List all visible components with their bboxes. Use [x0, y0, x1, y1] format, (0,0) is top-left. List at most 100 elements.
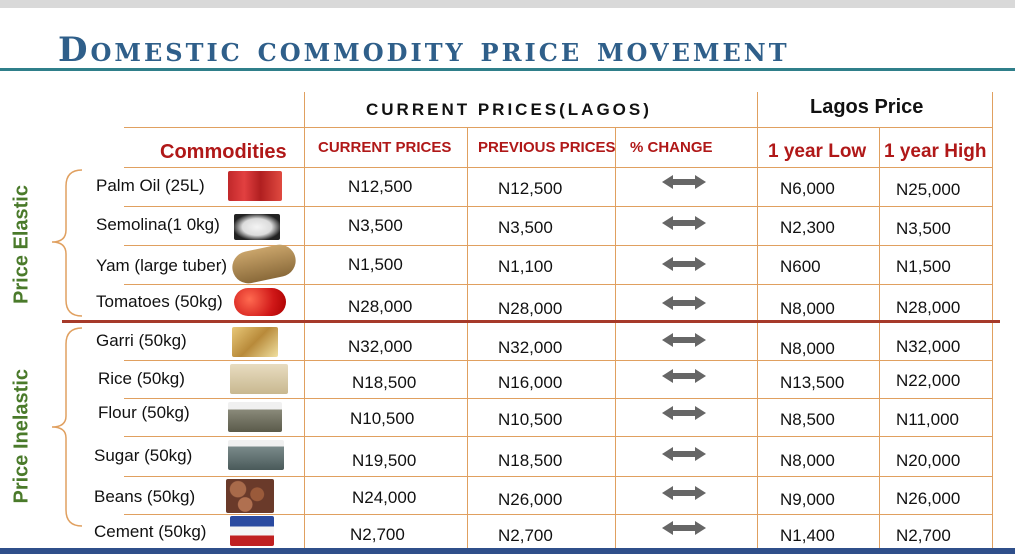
flour-bag-image: [228, 402, 282, 432]
garri-image: [232, 327, 278, 357]
grid-line: [467, 128, 468, 548]
grid-line: [124, 360, 992, 361]
double-arrow-icon: [662, 333, 706, 347]
double-arrow-icon: [662, 296, 706, 310]
year-low-price: N9,000: [780, 490, 835, 509]
year-low-price: N1,400: [780, 526, 835, 545]
previous-price: N10,500: [498, 410, 563, 429]
previous-price: N16,000: [498, 373, 563, 392]
bottom-bar: [0, 548, 1015, 554]
commodity-name: Palm Oil (25L): [96, 176, 205, 195]
previous-price: N1,100: [498, 257, 553, 276]
cement-bag-image: [230, 516, 274, 546]
double-arrow-icon: [662, 521, 706, 535]
current-price: N18,500: [352, 373, 417, 392]
year-high-price: N32,000: [896, 337, 961, 356]
commodity-name: Rice (50kg): [98, 369, 185, 388]
current-price: N12,500: [348, 177, 413, 196]
current-price: N10,500: [350, 409, 415, 428]
year-low-price: N8,000: [780, 339, 835, 358]
double-arrow-icon: [662, 447, 706, 461]
year-high-price: N11,000: [896, 410, 960, 429]
year-high-price: N28,000: [896, 298, 961, 317]
commodity-name: Cement (50kg): [94, 522, 207, 541]
header-pct-change: % CHANGE: [630, 139, 713, 156]
grid-line: [124, 514, 992, 515]
grid-line: [124, 284, 992, 285]
group-label-inelastic: Price Inelastic: [10, 368, 33, 504]
previous-price: N3,500: [498, 218, 553, 237]
previous-price: N18,500: [498, 451, 563, 470]
year-high-price: N3,500: [896, 219, 951, 238]
grid-line: [615, 128, 616, 548]
commodity-name: Yam (large tuber): [96, 256, 228, 275]
group-header-lagos-price: Lagos Price: [810, 96, 924, 118]
current-price: N19,500: [352, 451, 417, 470]
year-high-price: N26,000: [896, 489, 961, 508]
previous-price: N2,700: [498, 526, 553, 545]
grid-line: [124, 127, 992, 128]
year-high-price: N2,700: [896, 526, 951, 545]
year-low-price: N6,000: [780, 179, 835, 198]
beans-image: [226, 479, 274, 513]
elastic-inelastic-divider: [62, 320, 1000, 323]
grid-line: [124, 398, 992, 399]
header-previous-prices: PREVIOUS PRICES: [478, 139, 616, 156]
title-rule: [0, 68, 1015, 71]
group-header-current-prices: CURRENT PRICES(LAGOS): [366, 100, 652, 119]
grid-line: [124, 206, 992, 207]
page-title: Domestic commodity price movement: [58, 30, 790, 70]
current-price: N28,000: [348, 297, 413, 316]
double-arrow-icon: [662, 175, 706, 189]
previous-price: N32,000: [498, 338, 563, 357]
grid-line: [124, 436, 992, 437]
year-high-price: N1,500: [896, 257, 951, 276]
year-low-price: N8,000: [780, 451, 835, 470]
rice-bag-image: [230, 364, 288, 394]
double-arrow-icon: [662, 369, 706, 383]
palm-oil-image: [228, 171, 282, 201]
double-arrow-icon: [662, 216, 706, 230]
grid-line: [124, 245, 992, 246]
commodity-name: Tomatoes (50kg): [96, 292, 223, 311]
header-commodities: Commodities: [160, 141, 287, 163]
current-price: N1,500: [348, 255, 403, 274]
previous-price: N26,000: [498, 490, 563, 509]
commodity-name: Flour (50kg): [98, 403, 190, 422]
grid-line: [879, 128, 880, 548]
year-high-price: N22,000: [896, 371, 961, 390]
commodity-name: Sugar (50kg): [94, 446, 193, 465]
year-high-price: N25,000: [896, 180, 961, 199]
previous-price: N28,000: [498, 299, 563, 318]
double-arrow-icon: [662, 257, 706, 271]
semolina-image: [234, 214, 280, 240]
group-label-elastic: Price Elastic: [10, 185, 33, 304]
previous-price: N12,500: [498, 179, 563, 198]
sugar-bag-image: [228, 440, 284, 470]
year-low-price: N8,000: [780, 299, 835, 318]
inelastic-brace: [51, 327, 83, 527]
year-low-price: N2,300: [780, 218, 835, 237]
tomatoes-image: [234, 288, 286, 316]
commodity-name: Beans (50kg): [94, 487, 196, 506]
elastic-brace: [51, 169, 83, 317]
current-price: N24,000: [352, 488, 417, 507]
current-price: N3,500: [348, 216, 403, 235]
current-price: N32,000: [348, 337, 413, 356]
double-arrow-icon: [662, 486, 706, 500]
header-current-prices: CURRENT PRICES: [318, 139, 452, 156]
current-price: N2,700: [350, 525, 405, 544]
grid-line: [124, 167, 992, 168]
double-arrow-icon: [662, 406, 706, 420]
top-bar: [0, 0, 1015, 8]
yam-image: [229, 241, 299, 287]
grid-line: [124, 476, 992, 477]
header-year-high: 1 year High: [884, 141, 987, 162]
year-high-price: N20,000: [896, 451, 961, 470]
year-low-price: N600: [780, 257, 821, 276]
commodity-name: Semolina(1 0kg): [96, 215, 220, 234]
year-low-price: N8,500: [780, 410, 835, 429]
year-low-price: N13,500: [780, 373, 845, 392]
commodity-name: Garri (50kg): [96, 331, 187, 350]
header-year-low: 1 year Low: [768, 141, 867, 162]
